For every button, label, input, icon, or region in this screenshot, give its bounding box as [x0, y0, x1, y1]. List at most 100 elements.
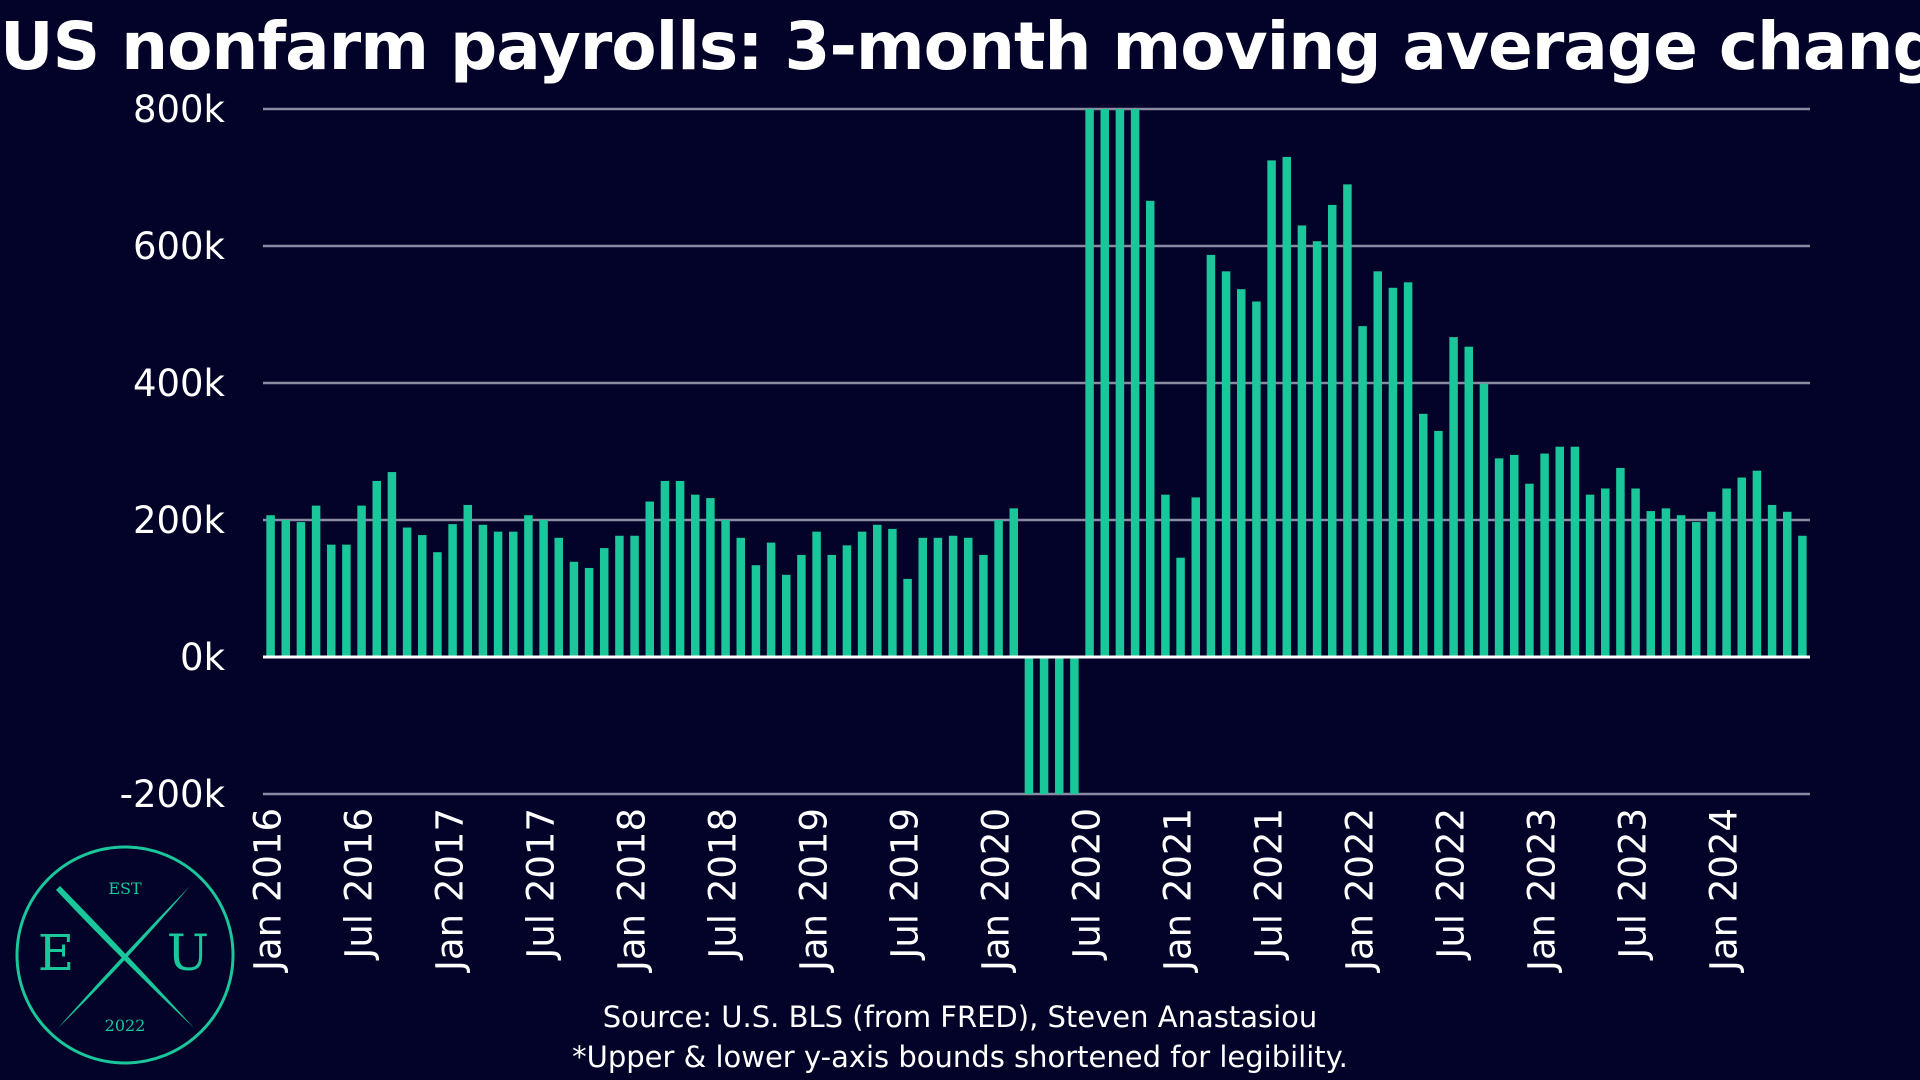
bar — [463, 504, 472, 657]
bar — [706, 498, 715, 657]
bar — [660, 480, 670, 657]
bar — [1752, 470, 1762, 657]
bar — [1388, 287, 1398, 657]
exu-logo: EST E U 2022 — [15, 845, 235, 1065]
bar — [1282, 156, 1291, 657]
bar — [1328, 204, 1337, 657]
chart-title: US nonfarm payrolls: 3-month moving aver… — [0, 8, 1920, 85]
bar — [1798, 535, 1807, 657]
bar — [1601, 488, 1610, 657]
x-tick-label: Jan 2021 — [1157, 808, 1200, 973]
bar — [1707, 511, 1716, 657]
bar — [691, 494, 700, 657]
bar — [1692, 522, 1701, 657]
bar — [918, 537, 927, 657]
bar — [857, 531, 867, 657]
bar — [630, 535, 639, 657]
x-tick-label: Jan 2023 — [1521, 808, 1564, 973]
x-tick-label: Jan 2024 — [1703, 808, 1746, 973]
bar — [1206, 254, 1216, 657]
x-tick-label: Jul 2016 — [338, 808, 381, 961]
logo-letter-u: U — [167, 924, 209, 982]
bar — [1343, 184, 1352, 657]
bar — [402, 527, 412, 657]
bar — [1540, 453, 1549, 657]
bar — [1115, 109, 1125, 657]
bar — [554, 537, 563, 657]
bar — [873, 524, 882, 657]
bar — [1191, 497, 1200, 657]
bar — [827, 554, 836, 657]
bar — [1085, 109, 1094, 657]
grid-lines — [263, 107, 1810, 796]
bar — [1070, 657, 1079, 794]
logo-est-text: EST — [108, 879, 142, 898]
bar — [1419, 413, 1428, 657]
bar — [357, 505, 366, 657]
bar — [1176, 557, 1185, 657]
bar — [1585, 494, 1595, 657]
bar — [1616, 467, 1625, 657]
bar — [1221, 271, 1231, 657]
y-tick-label: 600k — [133, 225, 226, 268]
bar — [1130, 109, 1140, 657]
x-tick-label: Jul 2020 — [1066, 808, 1109, 961]
bar — [1570, 446, 1580, 657]
x-tick-label: Jan 2022 — [1339, 808, 1382, 973]
bar — [615, 535, 624, 657]
x-tick-label: Jul 2017 — [520, 808, 563, 961]
bar — [418, 535, 427, 657]
bar — [433, 552, 442, 657]
bar — [342, 544, 351, 657]
bar — [296, 522, 306, 657]
x-tick-label: Jul 2023 — [1612, 808, 1655, 961]
logo-letter-e: E — [38, 924, 75, 982]
bar — [675, 480, 685, 657]
bar — [1434, 430, 1443, 657]
bar — [387, 472, 397, 657]
bar — [903, 578, 912, 657]
bar — [1646, 511, 1655, 657]
source-note: Source: U.S. BLS (from FRED), Steven Ana… — [602, 1000, 1318, 1034]
bars — [266, 109, 1807, 794]
bar — [1464, 346, 1473, 657]
bar — [1009, 508, 1018, 657]
y-axis-tick-labels: 800k 600k 400k 200k 0k -200k — [120, 88, 226, 816]
x-axis-tick-labels: Jan 2016 Jul 2016 Jan 2017 Jul 2017 Jan 2018… — [247, 808, 1746, 973]
bar — [1267, 160, 1276, 657]
bar — [1479, 383, 1489, 657]
bar — [645, 501, 654, 657]
bar — [372, 480, 381, 657]
bar — [509, 531, 518, 657]
bar — [478, 524, 488, 657]
bar — [812, 531, 821, 657]
bar — [1737, 477, 1746, 657]
bar — [797, 554, 806, 657]
x-tick-label: Jul 2021 — [1248, 808, 1291, 961]
x-tick-label: Jan 2017 — [429, 808, 472, 973]
x-tick-label: Jul 2019 — [884, 808, 927, 961]
logo-ring — [15, 845, 235, 1065]
bar — [1146, 200, 1155, 658]
bar — [281, 520, 290, 657]
bar — [766, 542, 776, 657]
bar — [448, 524, 457, 657]
bar — [1100, 109, 1109, 657]
bar — [1312, 241, 1322, 657]
logo-x-stroke-2 — [58, 882, 194, 1028]
bar — [1252, 301, 1261, 657]
bar — [1510, 454, 1519, 657]
bar — [1358, 326, 1367, 657]
bar — [1297, 225, 1307, 657]
bar — [1676, 515, 1686, 657]
bar — [1631, 488, 1640, 657]
y-tick-label: 200k — [133, 499, 226, 542]
bar — [1449, 337, 1458, 657]
bar — [1767, 504, 1777, 657]
bar — [524, 515, 533, 657]
bar — [964, 537, 973, 657]
x-tick-label: Jan 2020 — [975, 808, 1018, 973]
y-tick-label: 400k — [133, 362, 226, 405]
bar — [584, 567, 594, 657]
y-tick-label: 800k — [133, 88, 226, 131]
